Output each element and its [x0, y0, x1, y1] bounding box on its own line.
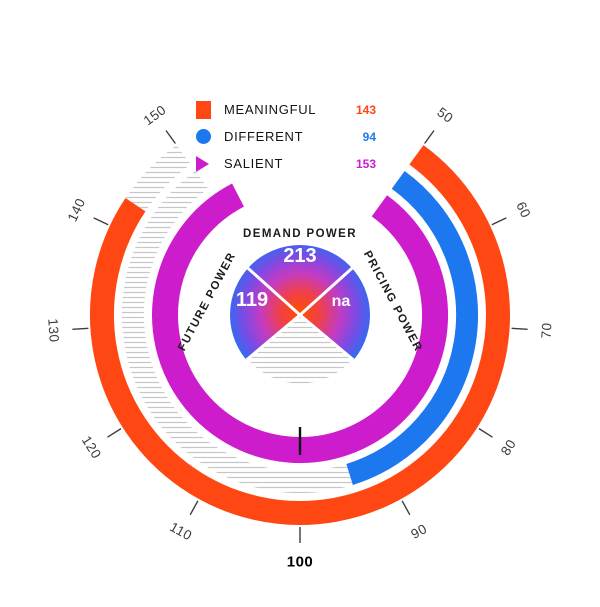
legend-marker-box [196, 129, 218, 144]
ring-remainder-hatches [121, 145, 353, 494]
sector-value-right: na [332, 293, 351, 310]
legend-label-salient: SALIENT [224, 156, 284, 171]
sector-value-left: 119 [236, 289, 268, 311]
tick-label: 150 [141, 102, 169, 128]
metric-rings [89, 145, 510, 525]
legend: MEANINGFUL 143 DIFFERENT 94 SALIENT 153 [196, 98, 376, 175]
tick-mark [93, 217, 109, 226]
legend-value-different: 94 [362, 129, 376, 144]
tick-label: 70 [539, 322, 555, 339]
tick-mark [491, 217, 507, 226]
sector-divider [298, 267, 354, 317]
tick-label: 120 [79, 433, 105, 461]
tick-label: 90 [408, 521, 429, 542]
legend-value-salient: 153 [355, 156, 376, 171]
tick-mark [107, 428, 122, 438]
sector-divider [246, 267, 302, 317]
legend-item-different: DIFFERENT 94 [196, 125, 376, 148]
tick-label: 50 [434, 104, 456, 126]
tick-mark [401, 500, 411, 516]
tick-mark [424, 130, 435, 144]
tick-label: 110 [167, 519, 194, 543]
scale-ticks [72, 130, 528, 543]
tick-mark [189, 500, 199, 516]
tick-mark [511, 327, 528, 330]
ring-different-remainder-hatch [121, 171, 353, 494]
legend-value-meaningful: 143 [355, 102, 376, 117]
sector-label-top: DEMAND POWER [243, 228, 357, 240]
ring-meaningful-arc [89, 145, 510, 525]
legend-label-different: DIFFERENT [224, 129, 304, 144]
empty-sector-hatched [244, 313, 356, 387]
tick-label: 130 [45, 318, 61, 343]
legend-item-meaningful: MEANINGFUL 143 [196, 98, 376, 121]
legend-label-meaningful: MEANINGFUL [224, 102, 317, 117]
tick-label: 80 [498, 437, 519, 459]
tick-mark [478, 428, 493, 438]
ring-meaningful-remainder-hatch [125, 145, 191, 212]
tick-label: 140 [65, 196, 89, 224]
tick-mark [72, 327, 89, 330]
legend-item-salient: SALIENT 153 [196, 152, 376, 175]
ring-different-arc [346, 171, 479, 486]
legend-marker-box [196, 100, 218, 119]
tick-label: 100 [287, 554, 314, 571]
legend-marker-box [196, 155, 218, 172]
ring-salient-arc [152, 183, 449, 463]
tick-mark [165, 130, 176, 144]
sector-value-top: 213 [283, 245, 316, 267]
tick-label: 60 [513, 199, 533, 220]
different-circle-icon [196, 129, 211, 144]
salient-triangle-icon [196, 155, 209, 172]
meaningful-square-icon [196, 100, 211, 119]
